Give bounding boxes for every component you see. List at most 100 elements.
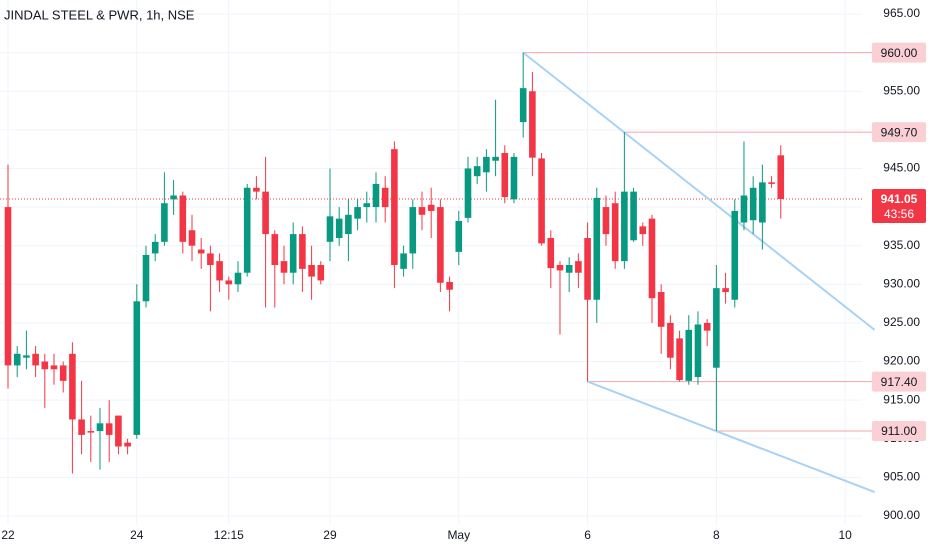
candle-body xyxy=(602,207,610,235)
candle-body xyxy=(335,218,343,238)
candle-body xyxy=(575,261,582,273)
candle-body xyxy=(667,322,674,358)
candle-body xyxy=(391,149,398,265)
chart-title: JINDAL STEEL & PWR, 1h, NSE xyxy=(4,7,195,22)
x-tick-label: 8 xyxy=(713,528,720,542)
last-price-label: 941.05 xyxy=(881,192,918,206)
candle-body xyxy=(197,249,205,254)
level-label-box xyxy=(872,371,926,392)
candle-body xyxy=(271,234,279,265)
candle-body xyxy=(133,301,141,435)
candle-body xyxy=(32,353,39,366)
candle-body xyxy=(483,156,490,173)
candle-body xyxy=(749,187,757,221)
candle-body xyxy=(611,203,619,262)
candle-body xyxy=(354,207,361,219)
candle-body xyxy=(621,191,628,262)
candle-body xyxy=(69,353,76,420)
candle-body xyxy=(593,197,601,300)
level-label: 911.00 xyxy=(881,424,917,438)
candle-body xyxy=(280,261,288,273)
x-tick-label: 24 xyxy=(130,528,144,542)
candle-body xyxy=(427,204,435,211)
candle-body xyxy=(418,207,426,215)
candle-body xyxy=(501,153,509,198)
candle-body xyxy=(151,241,159,254)
candle-body xyxy=(142,254,150,302)
x-tick-label: 29 xyxy=(323,528,337,542)
candle-body xyxy=(87,431,95,433)
y-tick-label: 965.00 xyxy=(883,6,920,20)
candle-body xyxy=(713,288,720,368)
candle-body xyxy=(179,195,187,242)
candle-body xyxy=(23,355,30,358)
candle-body xyxy=(694,324,702,377)
y-tick-label: 900.00 xyxy=(883,508,920,522)
candle-body xyxy=(96,423,104,432)
candle-body xyxy=(777,155,785,199)
candle-body xyxy=(345,214,352,235)
y-tick-label: 915.00 xyxy=(883,392,920,406)
candle-body xyxy=(59,365,67,381)
candle-body xyxy=(657,292,665,327)
candle-body xyxy=(207,253,214,265)
candle-body xyxy=(400,253,407,269)
level-label-box xyxy=(872,42,926,63)
x-tick-label: 12:15 xyxy=(214,528,244,542)
candle-body xyxy=(50,365,58,370)
candle-body xyxy=(124,442,131,447)
y-tick-label: 925.00 xyxy=(883,315,920,329)
x-tick-label: May xyxy=(447,528,470,542)
y-tick-label: 905.00 xyxy=(883,470,920,484)
candle-body xyxy=(4,207,12,366)
candle-body xyxy=(253,187,260,192)
candle-body xyxy=(225,280,233,285)
candle-body xyxy=(685,329,693,381)
candle-body xyxy=(363,203,371,208)
level-label: 917.40 xyxy=(881,375,918,389)
candle-body xyxy=(492,156,499,161)
candle-body xyxy=(556,265,564,271)
candle-body xyxy=(234,272,242,285)
candle-body xyxy=(648,218,656,299)
candle-body xyxy=(547,237,555,269)
candle-body xyxy=(317,265,325,281)
candle-body xyxy=(41,361,49,370)
candle-body xyxy=(13,353,21,366)
x-tick-label: 10 xyxy=(838,528,852,542)
candle-body xyxy=(446,281,453,290)
candle-body xyxy=(372,183,380,208)
candle-body xyxy=(381,187,389,208)
candle-body xyxy=(216,261,223,281)
candle-body xyxy=(759,182,766,223)
candle-body xyxy=(170,195,177,200)
level-label-box xyxy=(872,122,926,143)
x-tick-label: 6 xyxy=(584,528,591,542)
candle-body xyxy=(565,265,573,273)
candle-body xyxy=(455,220,463,252)
y-tick-label: 945.00 xyxy=(883,161,920,175)
countdown-label: 43:56 xyxy=(884,207,914,221)
candle-body xyxy=(78,419,85,435)
level-label: 960.00 xyxy=(881,46,918,60)
candle-body xyxy=(676,338,683,381)
level-label-box xyxy=(872,421,926,442)
x-tick-label: 22 xyxy=(1,528,15,542)
candle-body xyxy=(299,234,306,269)
plot-area xyxy=(0,0,876,524)
candle-body xyxy=(630,191,637,241)
candle-body xyxy=(740,195,748,223)
y-tick-label: 955.00 xyxy=(883,83,920,97)
candle-body xyxy=(409,207,417,254)
trend-line xyxy=(587,380,875,493)
candle-body xyxy=(538,158,545,244)
candle-body xyxy=(703,322,711,331)
y-tick-label: 920.00 xyxy=(883,354,920,368)
candle-body xyxy=(188,230,196,246)
candle-body xyxy=(326,216,334,242)
candle-body xyxy=(639,226,647,235)
candle-body xyxy=(473,166,481,177)
candle-body xyxy=(529,91,536,158)
candle-body xyxy=(262,191,269,235)
